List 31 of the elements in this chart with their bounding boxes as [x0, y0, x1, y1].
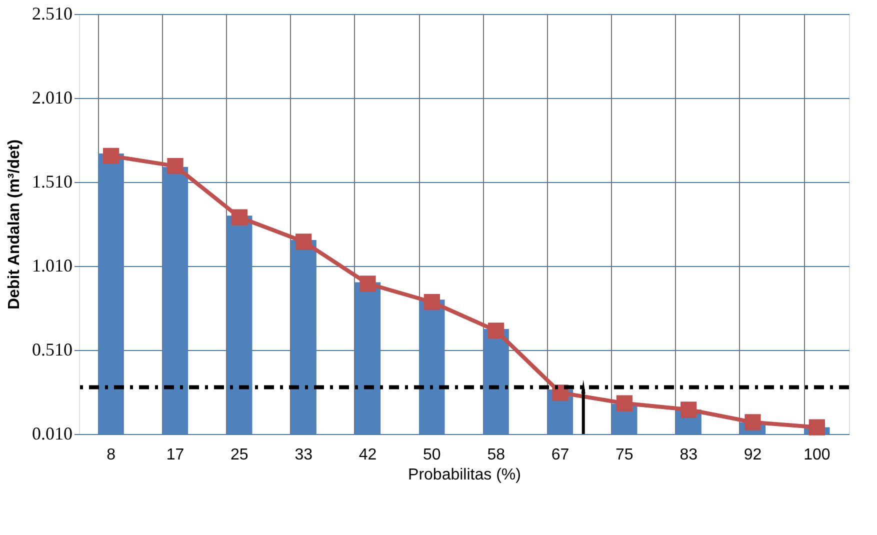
point — [296, 234, 312, 250]
point — [808, 419, 825, 436]
y-tick-label: 2.510 — [32, 4, 72, 24]
y-axis-title: Debit Andalan (m³/det) — [6, 139, 23, 310]
point — [424, 294, 440, 310]
y-tick-label: 0.510 — [32, 340, 72, 360]
x-tick-label: 83 — [680, 446, 698, 464]
y-tick-label: 2.010 — [32, 88, 72, 108]
x-tick-label: 75 — [616, 446, 634, 464]
point — [680, 402, 697, 418]
x-tick-label: 8 — [106, 446, 116, 464]
x-tick-label: 58 — [487, 446, 506, 464]
x-tick-label: 50 — [423, 446, 441, 464]
x-tick-label: 92 — [744, 446, 762, 464]
point — [616, 395, 632, 412]
y-tick-label: 1.010 — [32, 256, 72, 276]
x-tick-label: 100 — [804, 446, 830, 464]
point — [488, 322, 504, 339]
point — [360, 276, 376, 292]
x-tick-label: 17 — [166, 446, 184, 464]
x-tick-label: 67 — [551, 446, 570, 464]
point — [167, 158, 184, 174]
x-tick-label: 42 — [358, 446, 377, 464]
point — [744, 414, 761, 430]
y-tick-label: 0.010 — [32, 424, 72, 444]
point — [231, 209, 248, 226]
x-axis-title: Probabilitas (%) — [408, 466, 521, 484]
point — [103, 148, 120, 164]
x-tick-label: 25 — [230, 446, 248, 464]
x-tick-label: 33 — [294, 446, 313, 464]
y-tick-label: 1.510 — [32, 172, 72, 192]
